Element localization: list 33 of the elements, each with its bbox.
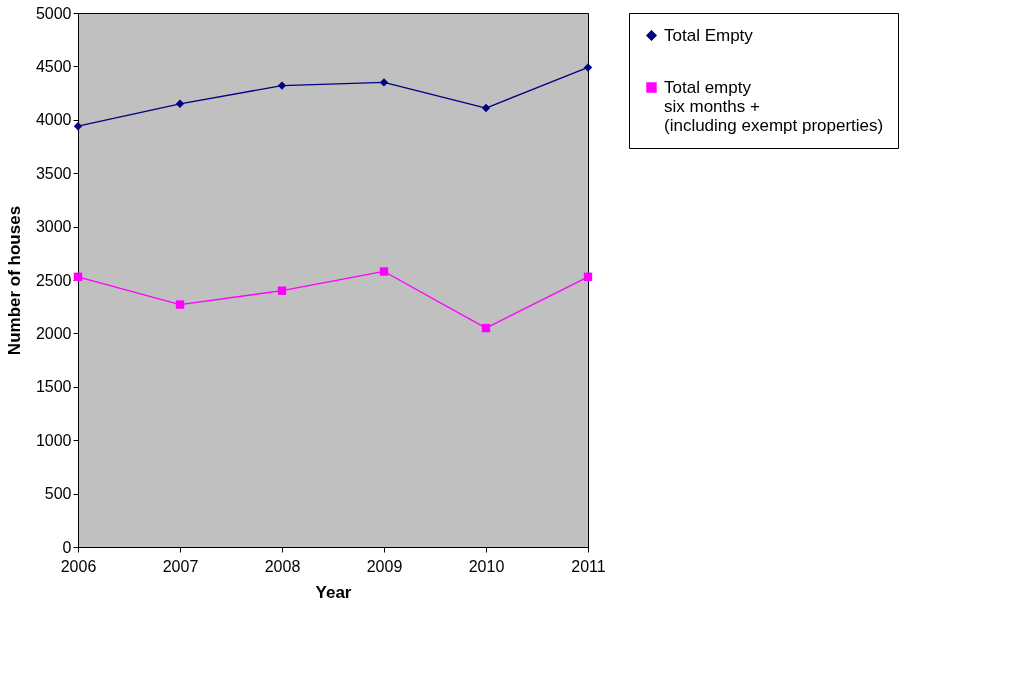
point [583,272,593,281]
point [481,103,491,113]
point [175,99,185,108]
y-tick-label: 2000 [35,324,72,342]
y-tick-label: 3000 [35,218,72,236]
point [583,63,593,72]
point [277,81,287,90]
point [481,323,491,333]
y-tick-label: 4500 [35,57,72,75]
legend-label: Total empty six months + (including exempt properties) [664,77,884,135]
y-tick-label: 3500 [35,164,72,182]
y-tick-label: 5000 [35,4,72,22]
x-axis-title: Year [315,582,352,602]
y-axis-title: Number of houses [4,205,24,356]
x-tick-label: 2006 [60,557,97,575]
point [73,272,83,281]
legend-label: Total Empty [664,25,754,45]
x-tick-label: 2010 [468,557,505,575]
point [73,122,83,131]
point [379,267,389,276]
point [379,78,389,87]
point [277,286,287,295]
y-tick-label: 0 [62,538,72,556]
y-tick-label: 2500 [35,271,72,289]
x-tick-label: 2011 [571,557,606,575]
y-tick-label: 4000 [35,111,72,129]
y-tick-label: 1000 [35,431,72,449]
point [175,300,185,309]
x-tick-label: 2009 [366,557,403,575]
y-tick-label: 500 [44,485,72,503]
x-tick-label: 2007 [162,557,199,575]
y-tick-label: 1500 [35,378,72,396]
x-tick-label: 2008 [264,557,301,575]
